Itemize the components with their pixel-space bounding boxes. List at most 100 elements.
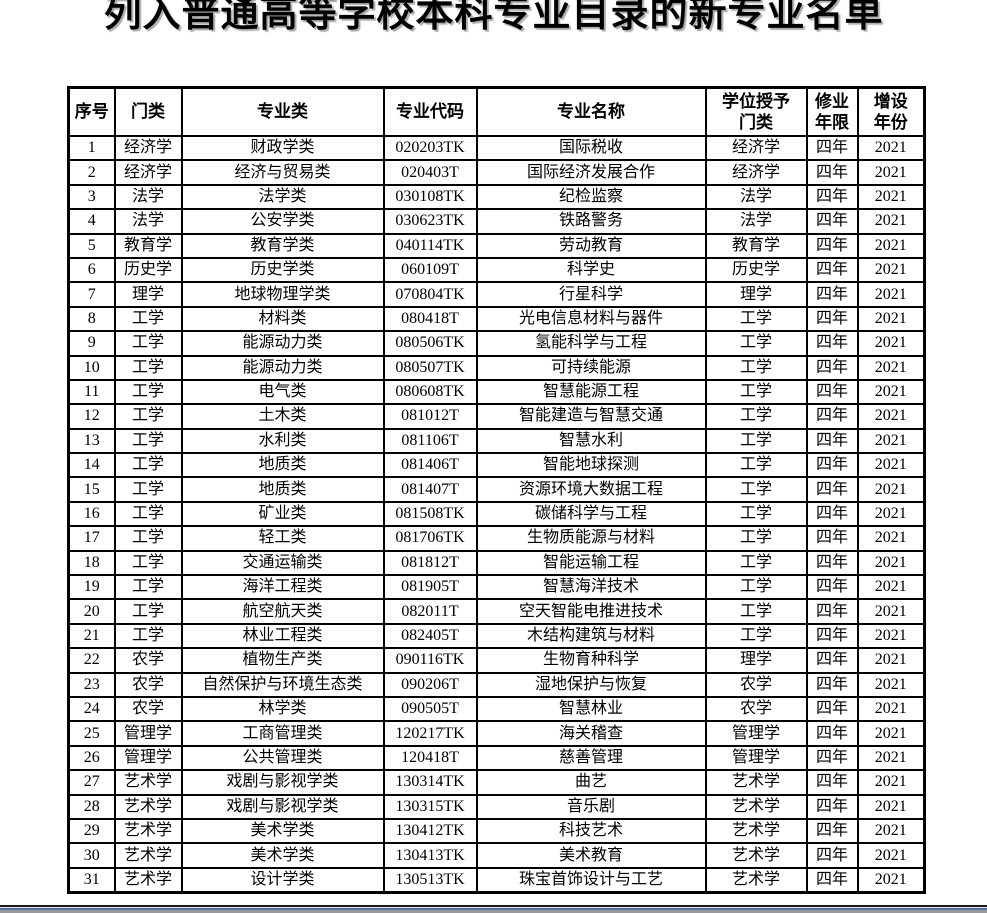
table-cell: 2021 <box>856 500 926 528</box>
table-cell: 四年 <box>805 452 859 479</box>
table-cell: 美术教育 <box>475 842 707 869</box>
table-cell: 081706TK <box>382 525 478 552</box>
table-cell: 2021 <box>856 354 926 381</box>
table-row: 16 工学 矿业类 081508TK 碳储科学与工程 工学 四年 2021 <box>67 500 926 528</box>
table-cell: 工学 <box>113 598 183 625</box>
table-cell: 慈善管理 <box>475 744 707 772</box>
table-cell: 工学 <box>113 305 183 333</box>
table-cell: 四年 <box>805 695 859 723</box>
table-cell: 四年 <box>805 598 859 625</box>
table-cell: 工学 <box>704 427 808 455</box>
table-cell: 光电信息材料与器件 <box>475 305 707 333</box>
table-cell: 2021 <box>856 647 926 674</box>
table-cell: 26 <box>67 744 116 772</box>
table-cell: 2021 <box>856 427 926 455</box>
table-cell: 自然保护与环境生态类 <box>180 671 385 699</box>
table-cell: 四年 <box>805 866 859 894</box>
table-cell: 四年 <box>805 647 859 674</box>
table-row: 10 工学 能源动力类 080507TK 可持续能源 工学 四年 2021 <box>67 354 926 381</box>
table-cell: 航空航天类 <box>180 598 385 625</box>
table-cell: 四年 <box>805 622 859 650</box>
table-cell: 历史学类 <box>180 256 385 284</box>
table-cell: 管理学 <box>704 744 808 772</box>
table-cell: 8 <box>67 305 116 333</box>
table-cell: 法学 <box>113 208 183 235</box>
table-cell: 2021 <box>856 183 926 211</box>
table-cell: 四年 <box>805 574 859 601</box>
table-cell: 农学 <box>113 695 183 723</box>
table-cell: 海洋工程类 <box>180 574 385 601</box>
table-cell: 20 <box>67 598 116 625</box>
table-cell: 木结构建筑与材料 <box>475 622 707 650</box>
table-cell: 工学 <box>113 500 183 528</box>
table-cell: 080507TK <box>382 354 478 381</box>
table-cell: 5 <box>67 232 116 259</box>
table-cell: 艺术学 <box>704 769 808 796</box>
table-cell: 12 <box>67 403 116 430</box>
table-cell: 智慧水利 <box>475 427 707 455</box>
table-cell: 设计学类 <box>180 866 385 894</box>
table-cell: 工学 <box>113 403 183 430</box>
table-cell: 工学 <box>113 378 183 406</box>
table-body: 1 经济学 财政学类 020203TK 国际税收 经济学 四年 2021 2 经济学 经济与贸易类 0… <box>67 134 926 894</box>
table-cell: 地质类 <box>180 476 385 503</box>
table-cell: 24 <box>67 695 116 723</box>
table-cell: 130314TK <box>382 769 478 796</box>
table-cell: 音乐剧 <box>475 793 707 820</box>
table-cell: 教育学 <box>704 232 808 259</box>
table-row: 9 工学 能源动力类 080506TK 氢能科学与工程 工学 四年 2021 <box>67 330 926 357</box>
table-cell: 工学 <box>704 598 808 625</box>
column-header: 专业名称 <box>475 86 707 137</box>
table-cell: 四年 <box>805 500 859 528</box>
table-cell: 公共管理类 <box>180 744 385 772</box>
table-cell: 工学 <box>704 378 808 406</box>
table-cell: 公安学类 <box>180 208 385 235</box>
table-cell: 四年 <box>805 720 859 747</box>
table-cell: 智慧林业 <box>475 695 707 723</box>
table-cell: 矿业类 <box>180 500 385 528</box>
table-cell: 土木类 <box>180 403 385 430</box>
table-cell: 25 <box>67 720 116 747</box>
table-cell: 080506TK <box>382 330 478 357</box>
table-cell: 四年 <box>805 378 859 406</box>
table-cell: 理学 <box>704 647 808 674</box>
table-cell: 四年 <box>805 232 859 259</box>
table-cell: 工学 <box>113 574 183 601</box>
table-cell: 2021 <box>856 208 926 235</box>
table-cell: 生物质能源与材料 <box>475 525 707 552</box>
table-cell: 经济与贸易类 <box>180 159 385 186</box>
table-cell: 轻工类 <box>180 525 385 552</box>
table-cell: 氢能科学与工程 <box>475 330 707 357</box>
table-cell: 生物育种科学 <box>475 647 707 674</box>
table-cell: 工学 <box>113 549 183 577</box>
table-cell: 2021 <box>856 281 926 308</box>
table-cell: 080608TK <box>382 378 478 406</box>
table-cell: 13 <box>67 427 116 455</box>
table-cell: 四年 <box>805 769 859 796</box>
table-cell: 农学 <box>113 671 183 699</box>
table-cell: 2021 <box>856 134 926 162</box>
table-cell: 9 <box>67 330 116 357</box>
table-cell: 戏剧与影视学类 <box>180 769 385 796</box>
table-row: 1 经济学 财政学类 020203TK 国际税收 经济学 四年 2021 <box>67 134 926 162</box>
table-cell: 农学 <box>704 671 808 699</box>
table-cell: 2021 <box>856 378 926 406</box>
table-row: 4 法学 公安学类 030623TK 铁路警务 法学 四年 2021 <box>67 208 926 235</box>
table-cell: 18 <box>67 549 116 577</box>
table-row: 24 农学 林学类 090505T 智慧林业 农学 四年 2021 <box>67 695 926 723</box>
table-row: 12 工学 土木类 081012T 智能建造与智慧交通 工学 四年 2021 <box>67 403 926 430</box>
table-cell: 碳储科学与工程 <box>475 500 707 528</box>
table-cell: 珠宝首饰设计与工艺 <box>475 866 707 894</box>
table-cell: 2021 <box>856 598 926 625</box>
table-row: 30 艺术学 美术学类 130413TK 美术教育 艺术学 四年 2021 <box>67 842 926 869</box>
table-cell: 120418T <box>382 744 478 772</box>
table-cell: 艺术学 <box>113 769 183 796</box>
majors-table: 序号 门类 专业类 专业代码 专业名称 学位授予 门类 修业 年限 增设 年份 1 经济学 财政学… <box>67 86 926 895</box>
table-cell: 四年 <box>805 330 859 357</box>
table-cell: 法学 <box>113 183 183 211</box>
table-cell: 智慧能源工程 <box>475 378 707 406</box>
table-cell: 工学 <box>704 330 808 357</box>
table-cell: 管理学 <box>113 744 183 772</box>
table-cell: 国际经济发展合作 <box>475 159 707 186</box>
table-cell: 管理学 <box>704 720 808 747</box>
